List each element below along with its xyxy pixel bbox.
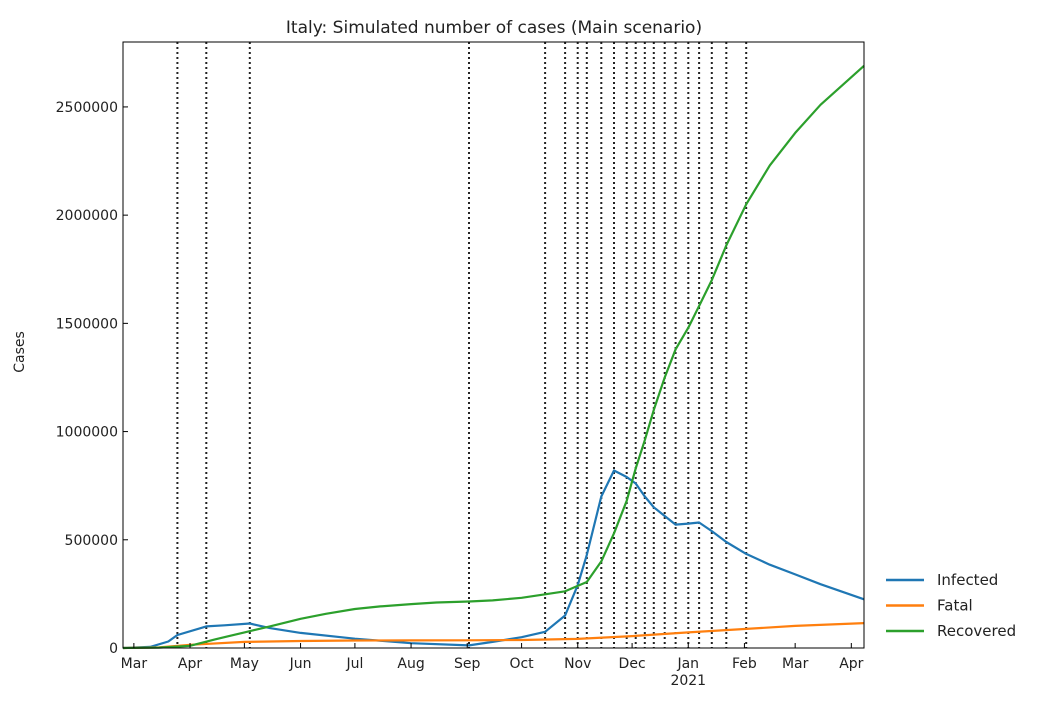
x-tick-label: Jun [289, 656, 312, 672]
series-layer [122, 64, 865, 650]
x-tick-label: Nov [564, 656, 591, 672]
chart-title: Italy: Simulated number of cases (Main s… [286, 18, 702, 38]
legend-label-fatal: Fatal [937, 597, 973, 615]
x-tick-label: Aug [397, 656, 424, 672]
y-tick-label: 500000 [65, 533, 118, 549]
x-tick-label: Feb [732, 656, 757, 672]
legend-label-recovered: Recovered [937, 622, 1016, 640]
x-tick-label: Mar [782, 656, 809, 672]
x-tick-label: May [230, 656, 259, 672]
plot-frame [122, 41, 865, 649]
x-tick-label: Oct [509, 656, 534, 672]
y-axis-label: Cases [12, 331, 28, 373]
y-axis: 0 500000 1000000 1500000 2000000 2500000 [56, 100, 128, 657]
series-line-fatal [122, 622, 865, 650]
legend-label-infected: Infected [937, 571, 998, 589]
x-year-label: 2021 [670, 673, 706, 689]
y-tick-label: 2500000 [56, 100, 118, 116]
x-tick-label: Apr [839, 656, 863, 672]
series-line-recovered [122, 64, 865, 650]
y-tick-label: 0 [109, 641, 118, 657]
x-tick-label: Apr [178, 656, 202, 672]
x-tick-label: Jan [676, 656, 699, 672]
phase-change-lines [176, 42, 748, 648]
x-tick-label: Sep [454, 656, 481, 672]
y-tick-label: 1500000 [56, 316, 118, 332]
y-tick-label: 2000000 [56, 208, 118, 224]
series-line-infected [122, 469, 865, 650]
x-tick-label: Dec [619, 656, 646, 672]
x-tick-label: Jul [345, 656, 363, 672]
legend: Infected Fatal Recovered [886, 571, 1016, 640]
x-tick-label: Mar [121, 656, 148, 672]
y-tick-label: 1000000 [56, 425, 118, 441]
